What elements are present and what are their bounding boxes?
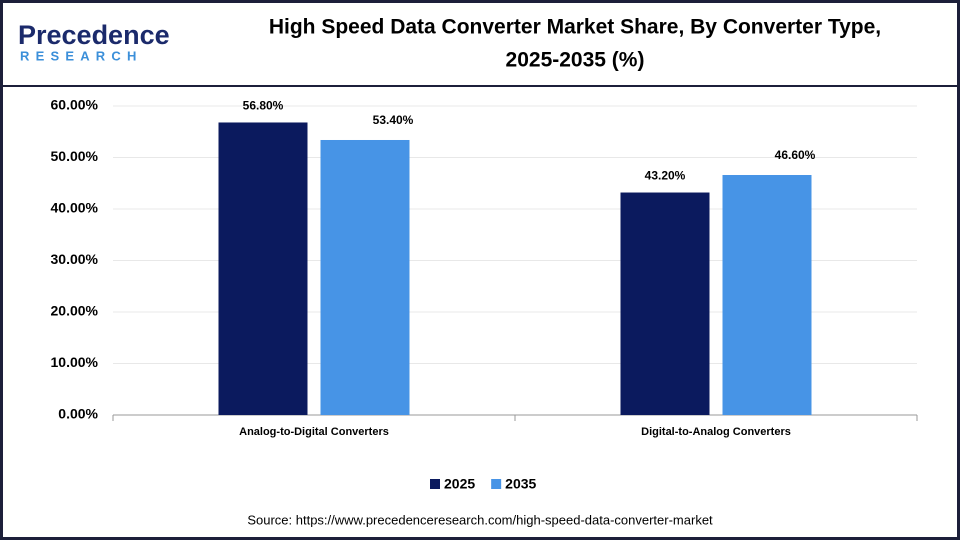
data-label: 53.40%	[373, 113, 414, 127]
x-tick-label: Digital-to-Analog Converters	[641, 426, 791, 438]
data-label: 56.80%	[243, 99, 284, 113]
y-tick-label: 10.00%	[51, 354, 99, 370]
legend-label: 2025	[444, 476, 475, 492]
legend-swatch	[491, 479, 502, 489]
bar	[620, 192, 710, 415]
legend-swatch	[430, 479, 440, 489]
bar	[218, 122, 308, 415]
bar	[320, 139, 410, 416]
source: Source: https://www.precedenceresearch.c…	[247, 512, 713, 527]
y-tick-label: 50.00%	[51, 148, 99, 164]
logo-tagline: RESEARCH	[20, 48, 143, 63]
chart-title: High Speed Data Converter Market Share, …	[269, 16, 881, 39]
logo-name: Precedence	[18, 20, 170, 50]
data-label: 46.60%	[775, 148, 816, 162]
y-tick-label: 30.00%	[51, 251, 99, 267]
y-tick-label: 40.00%	[51, 200, 99, 216]
legend-label: 2035	[505, 476, 536, 492]
x-tick-label: Analog-to-Digital Converters	[239, 426, 389, 438]
chart-title: 2025-2035 (%)	[506, 49, 645, 72]
data-label: 43.20%	[645, 169, 686, 183]
y-tick-label: 20.00%	[51, 303, 99, 319]
bar	[722, 175, 812, 415]
y-tick-label: 60.00%	[51, 97, 99, 113]
y-tick-label: 0.00%	[58, 406, 98, 422]
